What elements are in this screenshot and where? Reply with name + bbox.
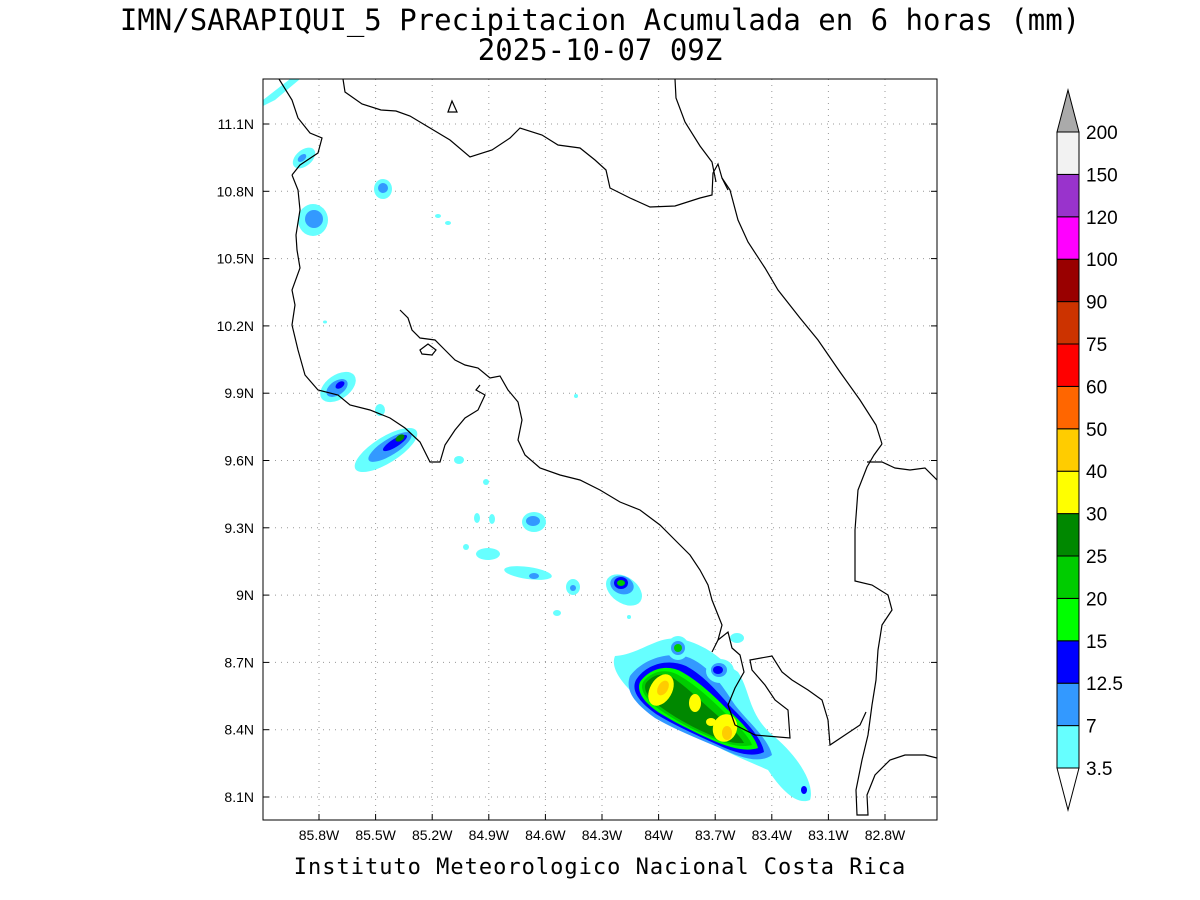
lon-tick-label: 85.2W [412,827,453,843]
precip-area [323,320,327,324]
colorbar-label: 20 [1086,589,1107,610]
lat-tick-label: 10.5N [217,251,254,267]
colorbar-label: 50 [1086,420,1107,441]
lon-tick-label: 84.9W [469,827,510,843]
precip-area [706,718,716,726]
lon-tick-label: 85.5W [355,827,396,843]
precip-area [674,644,682,652]
longitude-labels: 85.8W 85.5W 85.2W 84.9W 84.6W 84.3W 84W 83.7W 83… [299,827,906,843]
precip-area [463,544,469,550]
colorbar-swatch [1056,258,1080,303]
precip-area [570,585,576,591]
lon-tick-label: 85.8W [299,827,340,843]
precip-area [476,548,500,560]
colorbar-swatch [1056,343,1080,387]
lat-tick-label: 9.6N [224,453,254,469]
lon-tick-label: 84W [644,827,674,843]
precip-area [474,513,480,523]
colorbar-label: 75 [1086,335,1107,356]
precipitation-contours [263,79,811,802]
precip-area [378,183,388,193]
colorbar-swatch [1056,385,1080,430]
colorbar-swatch [1056,470,1080,515]
lon-tick-label: 84.6W [525,827,566,843]
precip-area [435,214,441,218]
lat-tick-label: 8.1N [224,789,254,805]
colorbar-swatch [1056,725,1080,769]
colorbar-over-triangle [1056,88,1080,133]
axis-ticks [263,123,937,820]
precip-area [297,154,307,162]
colorbar-label: 60 [1086,377,1107,398]
precip-area [730,633,744,643]
precip-area [526,516,540,526]
precip-area [657,680,669,696]
lat-tick-label: 10.2N [217,318,254,334]
coastlines-and-borders [278,79,937,816]
latitude-labels: 11.1N 10.8N 10.5N 10.2N 9.9N 9.6N 9.3N 9N 8.7N 8.… [217,116,254,805]
precip-area [504,566,552,580]
precip-area [263,79,300,106]
colorbar-swatch [1056,640,1080,684]
colorbar-label: 25 [1086,547,1107,568]
colorbar-swatch [1056,513,1080,557]
map-datetime: 2025-10-07 09Z [477,33,723,67]
colorbar-label: 12.5 [1086,674,1123,695]
colorbar-swatch [1056,597,1080,642]
colorbar-label: 30 [1086,505,1107,526]
precip-area [722,726,732,740]
precip-area [801,786,807,794]
colorbar-label: 90 [1086,293,1107,314]
precip-area [553,610,561,616]
lat-tick-label: 9.9N [224,385,254,401]
colorbar-label: 15 [1086,632,1107,653]
lon-tick-label: 84.3W [582,827,623,843]
colorbar-label: 200 [1086,123,1118,144]
precip-area [483,479,489,485]
colorbar-swatch [1056,682,1080,727]
precip-area [335,381,345,389]
lon-tick-label: 82.8W [865,827,906,843]
precip-area [305,210,323,228]
colorbar-swatch [1056,173,1080,218]
precip-area [445,221,451,225]
colorbar-label: 40 [1086,462,1107,483]
precip-area [454,456,464,464]
precip-area [489,514,495,524]
precip-area [627,615,631,619]
precip-area [617,580,625,586]
lat-tick-label: 9N [236,587,254,603]
footer-credit: Instituto Meteorologico Nacional Costa R… [293,855,907,880]
colorbar-swatch [1056,131,1080,175]
colorbar-swatch [1056,301,1080,345]
precip-area [395,434,405,442]
colorbar-label: 7 [1086,717,1097,738]
lat-tick-label: 8.7N [224,654,254,670]
colorbar-label: 100 [1086,250,1118,271]
precip-area [689,694,701,712]
gridlines [263,79,937,820]
colorbar-under-triangle [1056,767,1080,812]
map-frame [262,78,938,821]
precip-area [574,394,578,398]
lat-tick-label: 10.8N [217,183,254,199]
colorbar-label: 120 [1086,208,1118,229]
colorbar-swatch [1056,555,1080,599]
precip-area [713,666,723,674]
lon-tick-label: 83.1W [808,827,849,843]
colorbar-label: 150 [1086,165,1118,186]
colorbar-label: 3.5 [1086,759,1112,780]
lat-tick-label: 11.1N [218,116,254,132]
colorbar-swatch [1056,428,1080,472]
colorbar-swatch [1056,216,1080,260]
map-title: IMN/SARAPIQUI_5 Precipitacion Acumulada … [119,3,1081,37]
lat-tick-label: 9.3N [224,520,254,536]
precip-area [529,573,539,579]
lon-tick-label: 83.7W [695,827,736,843]
colorbar: 3.5 7 12.5 15 20 25 30 40 50 60 75 90 100 120 150 200 [1056,88,1123,812]
lat-tick-label: 8.4N [224,722,254,738]
lon-tick-label: 83.4W [752,827,793,843]
